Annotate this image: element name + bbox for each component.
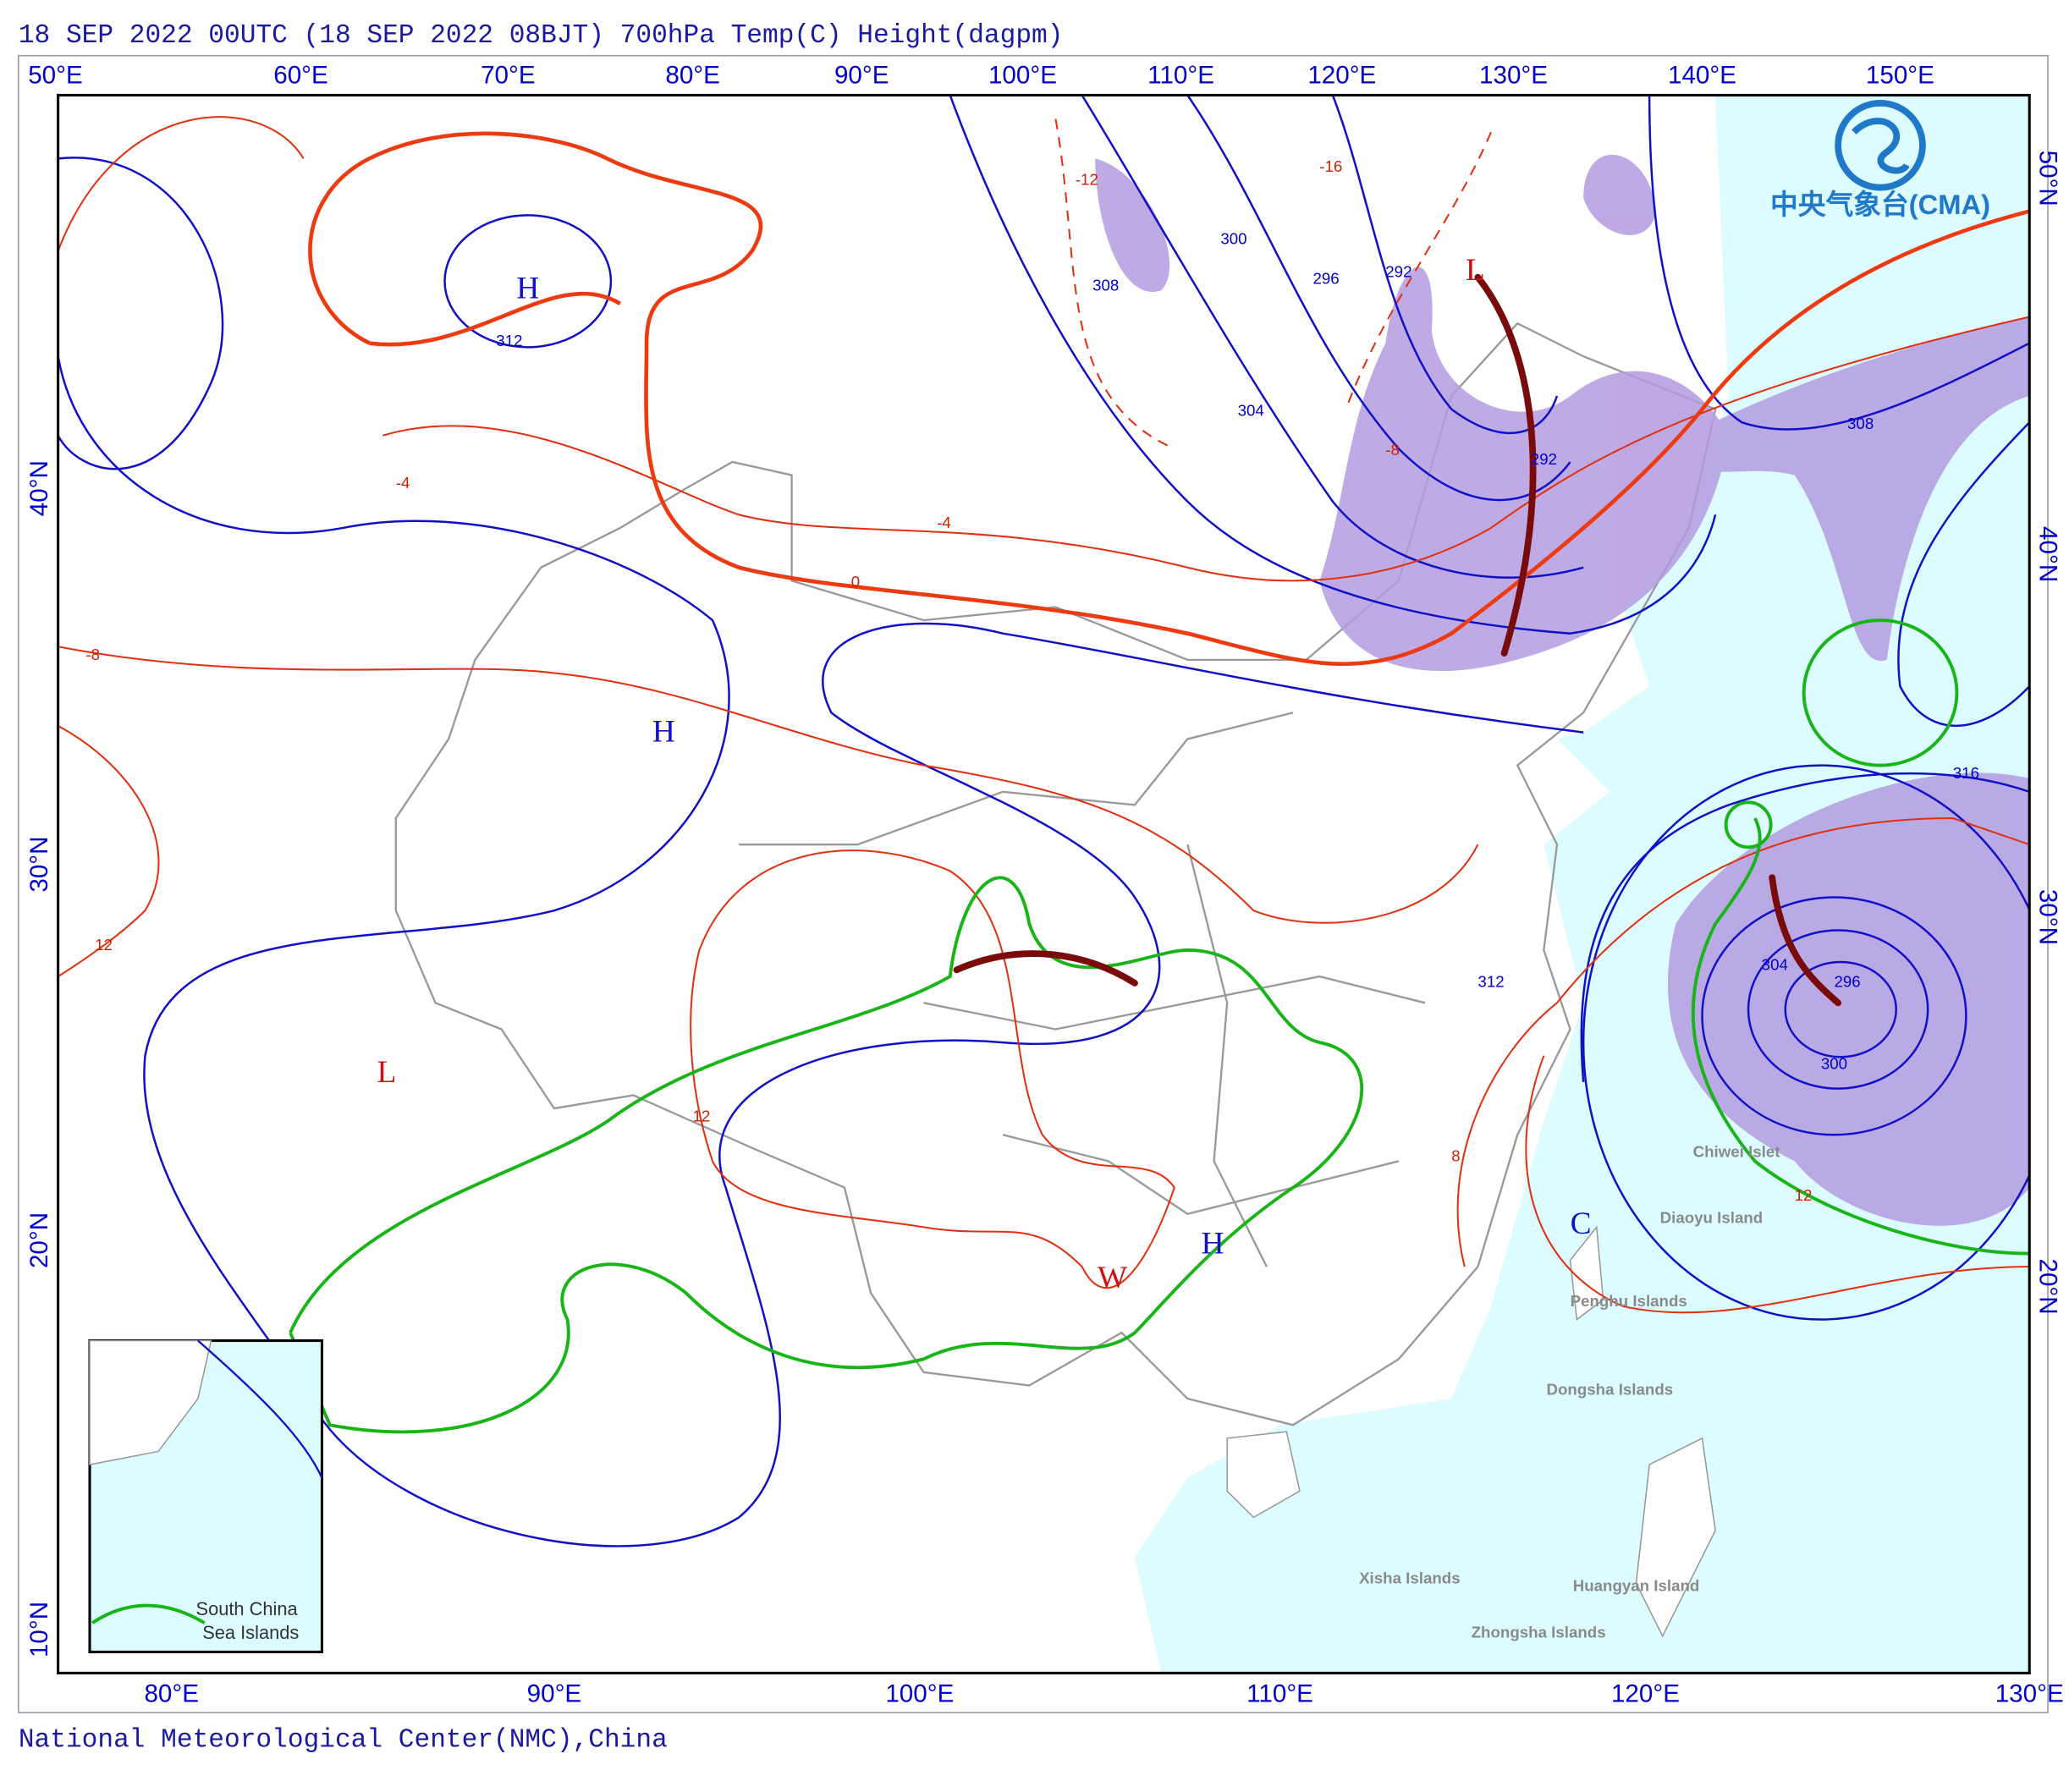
- place-label: Chiwei Islet: [1693, 1143, 1780, 1161]
- islands: [1226, 1225, 1716, 1638]
- system-label: H: [1201, 1227, 1224, 1262]
- lon-label: 120°E: [1611, 1680, 1680, 1708]
- temp-label: 0: [851, 573, 860, 591]
- map-frame: [57, 93, 2031, 1674]
- lon-label: 90°E: [527, 1680, 582, 1708]
- map-title: 18 SEP 2022 00UTC (18 SEP 2022 08BJT) 70…: [19, 21, 1064, 51]
- lon-label: 140°E: [1668, 61, 1736, 89]
- height-label: 308: [1092, 276, 1119, 294]
- bottom-longitudes: 80°E 90°E 100°E 110°E 120°E 130°E: [144, 1680, 2063, 1708]
- lon-label: 90°E: [834, 61, 889, 89]
- height-label: 304: [1238, 401, 1264, 419]
- height-label: 312: [496, 332, 522, 349]
- lon-label: 50°E: [28, 61, 83, 89]
- place-label: Diaoyu Island: [1660, 1209, 1764, 1227]
- system-label: W: [1098, 1261, 1128, 1295]
- temp-label: 8: [1451, 1146, 1460, 1164]
- temp-label: -16: [1319, 157, 1342, 175]
- height-label: 308: [1847, 415, 1874, 432]
- height-label: 296: [1834, 973, 1860, 991]
- lat-label: 30°N: [25, 836, 53, 892]
- system-label: L: [377, 1055, 396, 1090]
- height-label: 304: [1762, 955, 1788, 973]
- lon-label: 150°E: [1866, 61, 1934, 89]
- lat-label: 20°N: [25, 1212, 53, 1268]
- lon-label: 110°E: [1246, 1680, 1313, 1708]
- lon-label: 110°E: [1147, 61, 1214, 89]
- height-label: 300: [1220, 230, 1246, 248]
- left-latitudes: 40°N 30°N 20°N 10°N: [25, 460, 53, 1657]
- height-label: 292: [1385, 263, 1411, 281]
- system-label: L: [1466, 253, 1485, 288]
- zero-isotherm: [308, 131, 2030, 667]
- system-label: H: [652, 715, 675, 750]
- map-body: H H L L W H C 312 312 308 308 304 304 30…: [58, 95, 2030, 1674]
- lat-label: 20°N: [2034, 1258, 2062, 1314]
- right-latitudes: 50°N 40°N 30°N 20°N: [2034, 151, 2062, 1315]
- top-longitudes: 50°E 60°E 70°E 80°E 90°E 100°E 110°E 120°E 130°E…: [28, 61, 1934, 89]
- temp-label: 12: [95, 936, 113, 954]
- inset-label: Sea Islands: [202, 1622, 299, 1643]
- height-label: 300: [1821, 1054, 1847, 1072]
- logo-text: 中央气象台(CMA): [1770, 189, 1990, 220]
- place-label: Zhongsha Islands: [1472, 1623, 1606, 1641]
- footer: National Meteorological Center(NMC),Chin…: [19, 1726, 668, 1756]
- temp-label: -4: [396, 474, 410, 492]
- moisture-contours: [289, 618, 2030, 1434]
- height-label: 292: [1531, 450, 1557, 468]
- cma-logo: 中央气象台(CMA): [1770, 99, 1990, 220]
- lon-label: 80°E: [144, 1680, 199, 1708]
- system-label: C: [1571, 1207, 1592, 1241]
- temp-label: 12: [1795, 1186, 1813, 1204]
- lon-label: 100°E: [988, 61, 1057, 89]
- place-label: Penghu Islands: [1571, 1292, 1687, 1310]
- place-label: Huangyan Island: [1573, 1577, 1700, 1595]
- inset-label: South China: [196, 1598, 299, 1619]
- lon-label: 120°E: [1307, 61, 1376, 89]
- place-label: Xisha Islands: [1359, 1569, 1461, 1586]
- place-label: Dongsha Islands: [1547, 1380, 1674, 1398]
- temp-label: 12: [693, 1108, 711, 1125]
- inset-map: South China Sea Islands: [88, 1339, 324, 1654]
- lat-label: 30°N: [2034, 889, 2062, 945]
- lon-label: 70°E: [481, 61, 536, 89]
- lon-label: 130°E: [1479, 61, 1548, 89]
- temp-label: -4: [937, 514, 951, 531]
- height-label: 312: [1477, 973, 1504, 991]
- height-label: 296: [1313, 269, 1340, 287]
- humid-areas: [1095, 154, 2030, 1226]
- lon-label: 60°E: [273, 61, 328, 89]
- lat-label: 40°N: [25, 460, 53, 516]
- temp-label: -12: [1076, 171, 1098, 189]
- lon-label: 80°E: [665, 61, 720, 89]
- height-label: 316: [1953, 764, 1979, 782]
- temp-label: -8: [1385, 441, 1400, 459]
- system-label: H: [516, 272, 539, 306]
- lat-label: 40°N: [2034, 526, 2062, 582]
- temp-label: -8: [85, 646, 100, 663]
- lat-label: 10°N: [25, 1602, 53, 1657]
- lon-label: 100°E: [885, 1680, 954, 1708]
- trough-lines: [953, 273, 1842, 1007]
- lon-label: 130°E: [1995, 1680, 2064, 1708]
- temp-contours: [58, 116, 2030, 1314]
- lat-label: 50°N: [2034, 151, 2062, 206]
